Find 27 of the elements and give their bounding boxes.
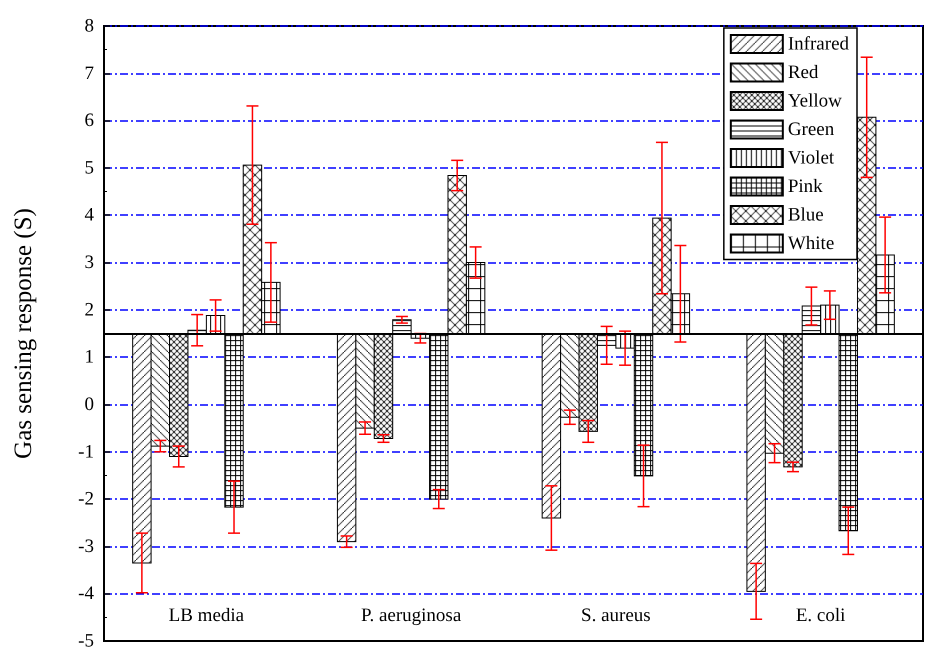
- y-axis-title: Gas sensing response (S): [10, 208, 37, 459]
- legend-label: Infrared: [788, 34, 850, 54]
- y-tick-label: 1: [84, 346, 94, 368]
- y-tick-label: 5: [84, 157, 94, 178]
- y-tick-label: -2: [78, 488, 94, 510]
- x-tick-label: LB media: [168, 605, 245, 626]
- y-tick-label: 3: [84, 252, 94, 274]
- y-tick-label: 6: [84, 110, 94, 132]
- legend-label: Blue: [788, 204, 824, 226]
- legend-label: Violet: [788, 148, 835, 168]
- legend-label: Yellow: [788, 90, 842, 112]
- legend-label: Pink: [788, 176, 824, 197]
- y-tick-label: 7: [84, 62, 94, 84]
- y-tick-label: -3: [78, 536, 94, 557]
- legend-label: White: [788, 233, 834, 254]
- x-tick-label: E. coli: [796, 605, 846, 626]
- y-tick-label: 4: [84, 204, 94, 226]
- x-tick-label: P. aeruginosa: [360, 605, 462, 626]
- legend-label: Red: [788, 62, 819, 83]
- legend-label: Green: [788, 119, 835, 140]
- y-tick-label: 0: [84, 394, 94, 415]
- x-tick-label: S. aureus: [581, 605, 651, 626]
- y-tick-label: 8: [84, 16, 94, 36]
- y-tick-label: -5: [78, 630, 94, 651]
- y-tick-label: -4: [78, 583, 94, 604]
- y-tick-label: 2: [84, 299, 94, 320]
- y-tick-label: -1: [78, 441, 94, 462]
